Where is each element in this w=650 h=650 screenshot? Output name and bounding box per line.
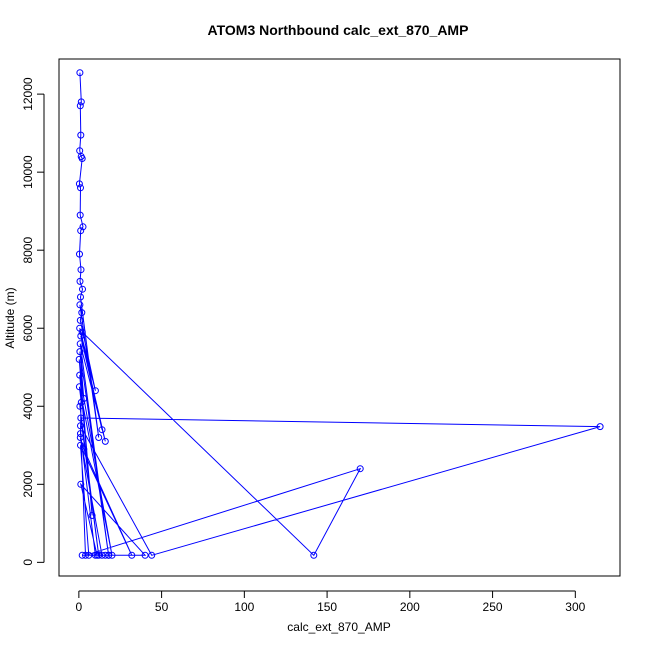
data-point: [79, 285, 86, 293]
data-point: [75, 355, 83, 363]
data-point: [76, 434, 84, 441]
data-point: [76, 69, 84, 77]
x-axis: 0 50 100 150 200 250 300: [76, 590, 586, 614]
data-point: [76, 211, 84, 219]
series-line: [78, 72, 601, 557]
data-point: [77, 441, 84, 449]
data-point: [76, 371, 84, 379]
data-point: [98, 551, 106, 559]
data-point: [76, 301, 84, 309]
data-point: [77, 98, 85, 106]
data-point: [76, 316, 84, 324]
x-tick-label: 300: [565, 600, 585, 614]
data-point: [77, 293, 84, 301]
y-tick-label: 10000: [21, 155, 35, 189]
data-point: [77, 480, 85, 488]
y-tick-label: 4000: [21, 393, 35, 420]
data-point: [76, 250, 83, 258]
data-point: [77, 430, 84, 438]
data-point: [78, 155, 86, 162]
data-point: [77, 414, 85, 422]
data-point: [95, 434, 103, 441]
x-tick-label: 50: [155, 600, 169, 614]
data-point: [79, 223, 87, 231]
data-point: [77, 266, 85, 274]
data-point: [77, 184, 84, 192]
data-point: [76, 402, 84, 410]
series-group: [75, 69, 604, 559]
data-point: [76, 340, 84, 348]
data-point: [356, 465, 364, 473]
data-point: [91, 387, 99, 395]
data-point: [108, 551, 116, 559]
data-point: [78, 328, 86, 336]
y-tick-label: 8000: [21, 237, 35, 264]
data-point: [596, 423, 604, 431]
data-point: [82, 551, 89, 559]
data-point: [75, 383, 83, 391]
y-axis: 0 2000 4000 6000 8000 10000 12000: [21, 77, 45, 566]
x-tick-label: 0: [76, 600, 83, 614]
x-tick-label: 200: [400, 600, 420, 614]
y-tick-label: 2000: [21, 471, 35, 498]
y-tick-label: 0: [21, 559, 35, 566]
data-point: [77, 398, 85, 406]
data-point: [75, 180, 83, 188]
x-axis-label: calc_ext_870_AMP: [287, 620, 390, 634]
data-point: [101, 551, 109, 559]
data-point: [76, 102, 84, 110]
y-tick-label: 12000: [21, 77, 35, 111]
plot-frame: [58, 58, 621, 577]
x-tick-label: 150: [317, 600, 337, 614]
data-point: [98, 426, 106, 434]
data-point: [76, 348, 84, 356]
data-point: [76, 277, 84, 285]
data-point: [141, 551, 149, 559]
data-point: [78, 309, 86, 317]
data-point: [101, 437, 109, 445]
data-point: [85, 551, 93, 559]
x-tick-label: 250: [483, 600, 503, 614]
chart-title: ATOM3 Northbound calc_ext_870_AMP: [208, 22, 469, 38]
y-tick-label: 6000: [21, 315, 35, 342]
data-point: [88, 512, 96, 519]
data-point: [310, 551, 318, 559]
data-point: [148, 551, 156, 559]
data-point: [93, 551, 101, 559]
data-point: [128, 551, 136, 559]
data-point: [77, 131, 85, 139]
y-axis-label: Altitude (m): [3, 287, 17, 348]
x-tick-label: 100: [234, 600, 254, 614]
data-point: [77, 422, 84, 430]
data-point: [78, 551, 86, 559]
data-point: [77, 332, 85, 340]
data-point: [105, 551, 113, 559]
data-point: [77, 227, 85, 235]
